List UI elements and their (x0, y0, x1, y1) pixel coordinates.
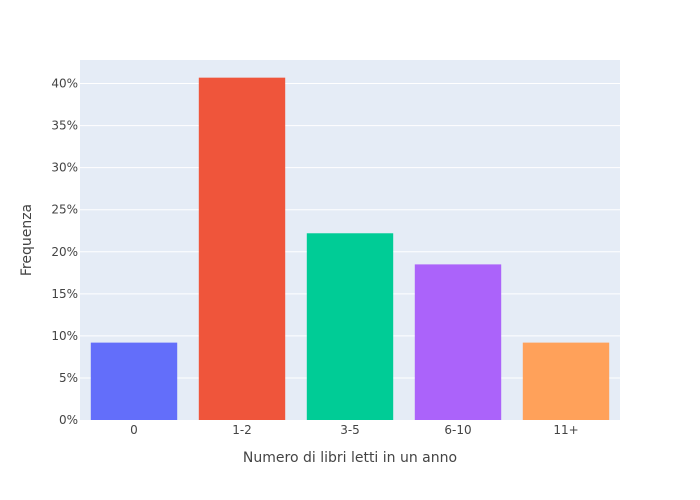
y-tick-label: 30% (51, 161, 78, 175)
x-axis-ticks: 0 1-2 3-5 6-10 11+ (130, 423, 578, 437)
bars (90, 77, 610, 421)
x-tick-label: 1-2 (232, 423, 252, 437)
y-tick-label: 20% (51, 245, 78, 259)
x-tick-label: 0 (130, 423, 138, 437)
y-tick-label: 25% (51, 203, 78, 217)
bar-6-10[interactable] (414, 264, 502, 420)
x-tick-label: 6-10 (444, 423, 471, 437)
x-axis-title: Numero di libri letti in un anno (243, 450, 457, 466)
y-axis-ticks: 0% 5% 10% 15% 20% 25% 30% 35% 40% (51, 77, 78, 427)
x-tick-label: 11+ (553, 423, 578, 437)
bar-0[interactable] (90, 342, 178, 420)
y-tick-label: 0% (59, 413, 78, 427)
y-tick-label: 35% (51, 119, 78, 133)
y-tick-label: 10% (51, 329, 78, 343)
y-tick-label: 40% (51, 77, 78, 91)
bar-3-5[interactable] (306, 233, 394, 420)
bar-11+[interactable] (522, 342, 610, 420)
x-tick-label: 3-5 (340, 423, 360, 437)
y-tick-label: 5% (59, 371, 78, 385)
y-tick-label: 15% (51, 287, 78, 301)
y-axis-title: Frequenza (19, 204, 35, 276)
bar-1-2[interactable] (198, 77, 286, 421)
